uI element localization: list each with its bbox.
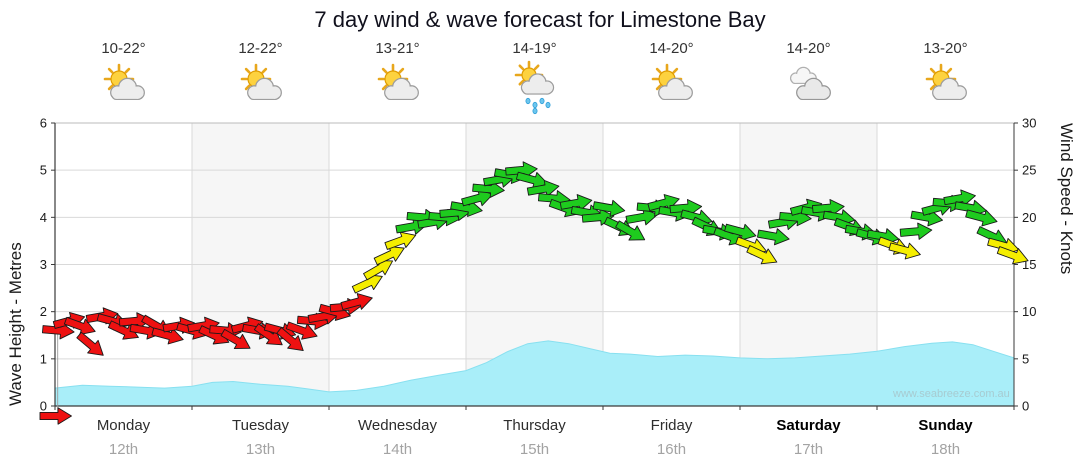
weather-icon-partly-cloudy: [94, 60, 154, 116]
wind-arrow: [384, 231, 417, 250]
wind-arrow: [505, 161, 538, 179]
wind-arrow: [724, 223, 757, 241]
wind-arrow: [757, 228, 790, 246]
wind-arrow: [373, 245, 405, 266]
right-tick-label: 10: [1022, 304, 1036, 319]
day-temp-friday: 14-20°: [649, 40, 694, 57]
wind-arrow: [76, 331, 104, 356]
left-tick-label: 5: [40, 163, 47, 178]
wind-arrow: [811, 199, 845, 217]
day-date-friday: 16th: [656, 441, 687, 458]
day-label-thursday: Thursday: [503, 417, 566, 434]
left-tick-label: 0: [40, 399, 47, 414]
wind-arrow: [943, 189, 976, 207]
wind-arrow: [592, 199, 626, 217]
wind-arrow: [899, 222, 933, 240]
day-temp-sunday: 13-20°: [923, 40, 968, 57]
wind-arrow: [461, 189, 494, 207]
wind-arrow: [220, 328, 251, 350]
day-label-friday: Friday: [650, 417, 693, 434]
wind-arrow: [888, 242, 921, 260]
chart-title: 7 day wind & wave forecast for Limestone…: [314, 7, 766, 32]
wind-arrow: [625, 208, 659, 226]
wind-arrow: [340, 293, 373, 311]
day-temp-monday: 10-22°: [101, 40, 146, 57]
left-tick-label: 6: [40, 116, 47, 131]
left-tick-label: 4: [40, 210, 47, 225]
right-axis-title: Wind Speed - Knots: [1057, 123, 1076, 275]
day-temp-saturday: 14-20°: [786, 40, 831, 57]
weather-icon-partly-cloudy: [916, 60, 976, 116]
wind-arrow: [965, 209, 998, 227]
wind-arrow: [746, 245, 778, 265]
day-label-monday: Monday: [96, 417, 151, 434]
watermark: www.seabreeze.com.au: [893, 388, 1010, 400]
day-temp-thursday: 14-19°: [512, 40, 557, 57]
weather-icon-partly-cloudy: [231, 60, 291, 116]
day-temp-tuesday: 12-22°: [238, 40, 283, 57]
day-label-wednesday: Wednesday: [358, 417, 437, 434]
right-tick-label: 5: [1022, 351, 1029, 366]
weather-icon-cloudy: [779, 60, 839, 116]
weather-icon-partly-cloudy: [368, 60, 428, 116]
wind-arrow: [615, 220, 646, 241]
day-date-monday: 12th: [108, 441, 139, 458]
right-tick-label: 20: [1022, 210, 1036, 225]
weather-icon-partly-cloudy: [642, 60, 702, 116]
left-tick-label: 3: [40, 257, 47, 272]
wind-arrow: [996, 246, 1029, 265]
day-date-thursday: 15th: [519, 441, 550, 458]
wind-arrow: [526, 179, 560, 198]
day-date-sunday: 18th: [930, 441, 961, 458]
wave-height-area: [54, 340, 1015, 407]
wind-arrow: [253, 323, 283, 346]
wind-arrow: [151, 327, 184, 345]
wind-arrow: [118, 312, 152, 330]
day-label-saturday: Saturday: [776, 417, 841, 434]
weather-icon-rain: [505, 60, 565, 116]
wind-arrow: [285, 321, 318, 340]
wind-arrow: [276, 327, 304, 352]
left-tick-label: 1: [40, 351, 47, 366]
right-tick-label: 30: [1022, 116, 1036, 131]
left-tick-label: 2: [40, 304, 47, 319]
day-label-tuesday: Tuesday: [232, 417, 289, 434]
wind-arrow: [669, 199, 703, 217]
day-date-saturday: 17th: [793, 441, 824, 458]
right-tick-label: 25: [1022, 163, 1036, 178]
wind-arrow: [107, 320, 139, 340]
wind-arrow: [63, 316, 96, 335]
day-label-sunday: Sunday: [918, 417, 973, 434]
day-date-tuesday: 13th: [245, 441, 276, 458]
day-date-wednesday: 14th: [382, 441, 413, 458]
wind-arrow: [39, 407, 72, 425]
day-temp-wednesday: 13-21°: [375, 40, 420, 57]
wind-arrow: [559, 194, 593, 212]
right-tick-label: 0: [1022, 399, 1029, 414]
